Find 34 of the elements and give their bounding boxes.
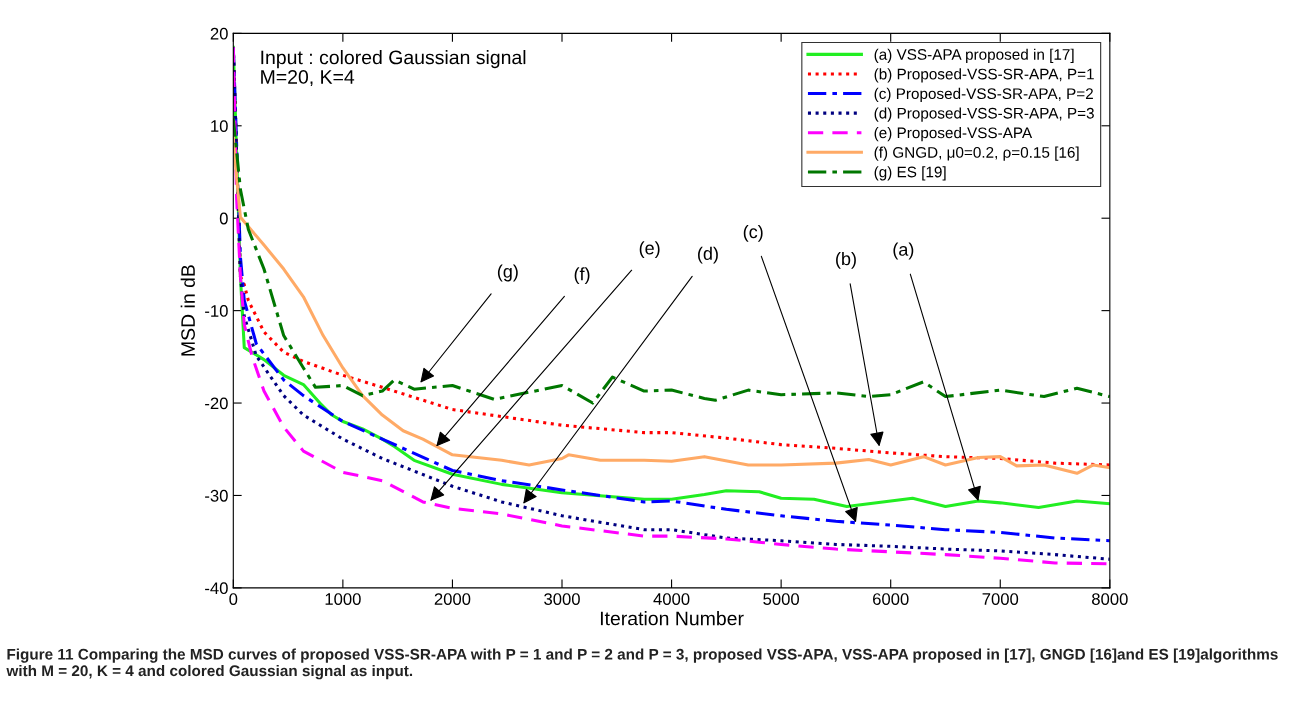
y-axis-title: MSD in dB [180,265,195,356]
y-tick-label: 10 [211,120,228,132]
legend-label: (d) Proposed-VSS-SR-APA, P=3 [874,107,1094,122]
y-tick-label: 20 [210,27,228,40]
y-tick-label: -30 [205,489,228,502]
x-tick-label: 3000 [544,593,580,605]
annotation: (a) [893,242,914,260]
annotation: (g) [497,264,518,282]
legend-label: (f) GNGD, μ0=0.2, ρ=0.15 [16] [874,146,1079,161]
x-tick-label: 8000 [1092,593,1128,605]
x-tick-label: 6000 [873,593,909,605]
x-tick-label: 0 [229,593,238,605]
legend-label: (b) Proposed-VSS-SR-APA, P=1 [874,68,1094,83]
annotation: (e) [639,241,660,259]
x-tick-label: 5000 [763,593,800,605]
y-tick-label: -10 [205,305,228,317]
x-tick-label: 7000 [982,593,1019,605]
x-tick-label: 2000 [434,593,471,605]
y-tick-label: -40 [205,582,228,595]
caption: Figure 11 Comparing the MSD curves of proposed VSS-SR-APA with P = 1 and P = 2 and P = 3, proposed VSS-APA, VSS-APA proposed in [17], GNGD [16]and ES [19]algorithms with M = 20, K = 4 and colored Gaussian signal as input. [6,648,1278,680]
y-tick-label: -20 [205,397,228,410]
x-axis-title: Iteration Number [600,611,744,626]
legend-label: (e) Proposed-VSS-APA [874,127,1033,142]
annotation: (f) [574,267,590,285]
x-tick-label: 4000 [653,593,690,605]
legend-label: (a) VSS-APA proposed in [17] [874,48,1074,63]
annotation: (c) [743,224,763,242]
y-tick-label: 0 [219,212,228,225]
annotation: (b) [836,251,856,269]
annotation: Input : colored Gaussian signal M=20, K=4 [261,50,526,87]
legend-label: (g) ES [19] [874,166,946,181]
x-tick-label: 1000 [325,593,361,605]
legend-label: (c) Proposed-VSS-SR-APA, P=2 [874,87,1093,103]
annotation: (d) [698,246,718,264]
